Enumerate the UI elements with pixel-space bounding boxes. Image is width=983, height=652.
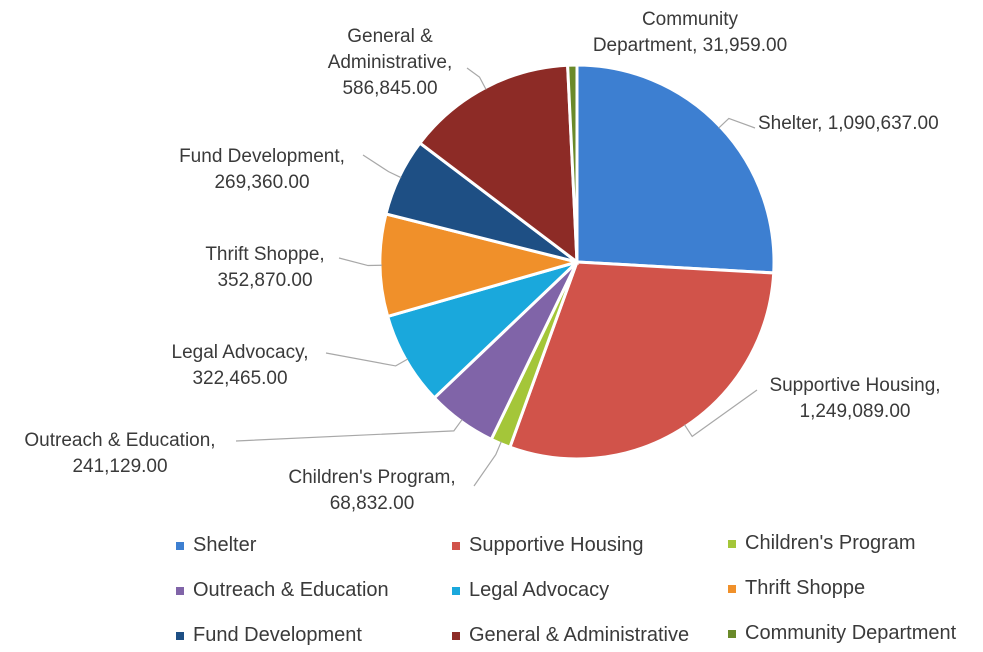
leader-line-thrift-shoppe: [338, 257, 383, 267]
legend-item-fund-development: Fund Development: [176, 624, 362, 647]
leader-line-shelter: [718, 117, 756, 129]
leader-line-children-s-program: [473, 441, 502, 487]
pie-slices: [378, 63, 776, 461]
data-label-children-s-program: Children's Program, 68,832.00: [288, 467, 455, 514]
pie-slice-shelter: [575, 63, 776, 275]
legend-item-children-s-program: Children's Program: [728, 532, 916, 555]
legend-swatch-outreach-education: [176, 586, 184, 595]
data-labels: Shelter, 1,090,637.00 Supportive Housing,…: [24, 9, 940, 514]
legend-label: General & Administrative: [469, 624, 690, 646]
leader-line-supportive-housing: [683, 389, 758, 438]
legend-item-supportive-housing: Supportive Housing: [452, 534, 644, 557]
legend-swatch-community-department: [728, 629, 736, 638]
legend-item-thrift-shoppe: Thrift Shoppe: [728, 577, 865, 600]
legend-swatch-thrift-shoppe: [728, 584, 736, 593]
legend-label: Outreach & Education: [193, 579, 389, 601]
data-label-supportive-housing: Supportive Housing, 1,249,089.00: [769, 375, 940, 422]
pie-slice-community-department: [566, 63, 579, 263]
legend-label: Legal Advocacy: [469, 579, 610, 601]
data-label-thrift-shoppe: Thrift Shoppe, 352,870.00: [205, 244, 324, 291]
legend-item-outreach-education: Outreach & Education: [176, 579, 389, 602]
leader-line-legal-advocacy: [325, 352, 409, 367]
leader-line-general-administrative: [466, 67, 487, 90]
legend-label: Community Department: [745, 622, 957, 644]
legend-item-community-department: Community Department: [728, 622, 956, 645]
legend-item-legal-advocacy: Legal Advocacy: [452, 579, 609, 602]
legend-label: Fund Development: [193, 624, 362, 646]
legend-label: Shelter: [193, 534, 257, 556]
data-label-general-administrative: General & Administrative, 586,845.00: [328, 26, 453, 99]
legend-label: Thrift Shoppe: [745, 577, 866, 599]
data-label-outreach-education: Outreach & Education, 241,129.00: [24, 430, 215, 477]
leader-lines: [235, 67, 758, 487]
legend-swatch-legal-advocacy: [452, 586, 460, 595]
legend-swatch-shelter: [176, 541, 184, 550]
legend-swatch-fund-development: [176, 631, 184, 640]
data-label-shelter: Shelter, 1,090,637.00: [758, 113, 939, 134]
legend-item-shelter: Shelter: [176, 534, 256, 557]
legend-swatch-supportive-housing: [452, 541, 460, 550]
leader-line-fund-development: [362, 154, 402, 179]
legend-label: Supportive Housing: [469, 534, 644, 556]
data-label-community-department: Community Department, 31,959.00: [593, 9, 787, 56]
leader-line-outreach-education: [235, 419, 463, 442]
legend-swatch-general-administrative: [452, 631, 460, 640]
data-label-fund-development: Fund Development, 269,360.00: [179, 146, 345, 193]
data-label-legal-advocacy: Legal Advocacy, 322,465.00: [172, 342, 309, 389]
legend-label: Children's Program: [745, 532, 916, 554]
legend-swatch-children-s-program: [728, 539, 736, 548]
legend-item-general-administrative: General & Administrative: [452, 624, 689, 647]
